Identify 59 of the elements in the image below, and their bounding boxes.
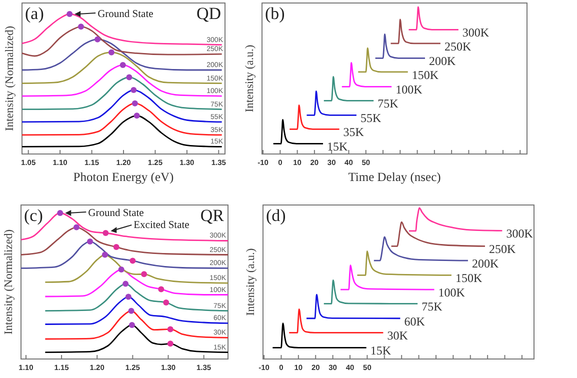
series-label: 300K [506,226,534,241]
series-label: 200K [429,54,456,68]
point [128,308,134,314]
annotation: (a) [25,4,44,23]
series-label: 200K [472,256,499,271]
point [125,294,132,300]
point [73,224,80,230]
annotation: Ground State [88,208,144,219]
point [167,326,174,332]
point [94,36,100,42]
annotation: Ground State [98,9,154,20]
series-label: 150K [455,271,482,286]
point [130,87,137,94]
x-axis-title: Time Delay (nsec) [348,170,441,184]
series-label: 15K [370,344,392,358]
series-label: 75K [378,96,399,111]
point [128,322,135,328]
point [87,238,93,244]
point [120,62,126,68]
annotation: (d) [266,206,286,225]
point [163,300,170,306]
point [134,112,140,119]
point [126,74,132,80]
point [78,24,84,30]
series-label: 55K [360,111,382,126]
series-label: 150K [412,68,439,82]
series-label: 300K [462,26,490,40]
y-axis-title: Intensity (Normalized) [4,26,16,132]
point [108,49,114,56]
series-label: 100K [438,286,466,300]
series-label: 100K [396,82,423,97]
series-label: 250K [444,39,472,54]
point [102,230,109,236]
annotation: Excited State [134,220,190,231]
x-axis-title: Photon Energy (eV) [73,170,174,184]
y-axis-title: Intensity (a.u.) [244,44,256,112]
point [102,252,108,258]
annotation: (b) [265,4,285,23]
series-label: 60K [404,314,426,328]
annotation: QR [200,206,225,225]
point [167,340,174,347]
point [57,210,64,216]
point [158,286,164,292]
series-label: 35K [343,125,364,140]
y-axis-title: Intensity (a.u.) [245,248,257,316]
point [122,280,129,287]
point [130,258,136,264]
point [113,244,120,250]
series-label: 250K [488,242,516,256]
series-label: 30K [387,328,408,343]
point [132,100,138,106]
point [118,266,124,272]
y-axis-title: Intensity (Normalized) [3,229,15,335]
point [141,271,148,278]
series-label: 15K [327,140,348,154]
annotation: (c) [24,206,43,225]
point [66,11,73,17]
series-label: 75K [422,300,443,314]
annotation: QD [196,4,221,23]
